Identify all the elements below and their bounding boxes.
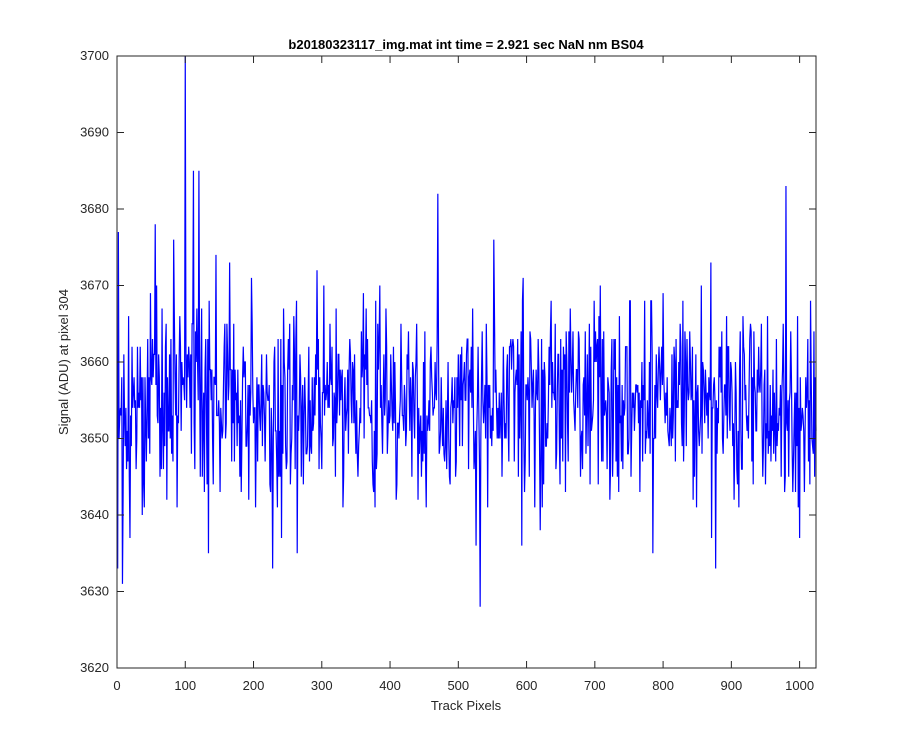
x-tick-label: 400 (379, 678, 401, 693)
ticks-layer: 0 100 200 300 400 500 600 700 800 900 1000 3620 3630… (80, 48, 816, 693)
x-axis-label: Track Pixels (431, 698, 502, 713)
y-tick-label: 3630 (80, 584, 109, 599)
x-tick-label: 1000 (785, 678, 814, 693)
x-tick-label: 200 (243, 678, 265, 693)
x-tick-label: 100 (174, 678, 196, 693)
y-axis-label: Signal (ADU) at pixel 304 (56, 289, 71, 435)
x-tick-label: 0 (113, 678, 120, 693)
y-tick-label: 3670 (80, 278, 109, 293)
y-tick-label: 3690 (80, 125, 109, 140)
y-tick-label: 3660 (80, 354, 109, 369)
x-tick-label: 900 (721, 678, 743, 693)
series-layer (117, 55, 817, 607)
y-tick-label: 3680 (80, 201, 109, 216)
chart-title: b20180323117_img.mat int time = 2.921 se… (288, 37, 644, 52)
x-tick-label: 300 (311, 678, 333, 693)
y-tick-label: 3640 (80, 507, 109, 522)
y-tick-label: 3650 (80, 431, 109, 446)
signal-series-line (117, 55, 817, 607)
x-tick-label: 800 (652, 678, 674, 693)
y-tick-label: 3700 (80, 48, 109, 63)
y-tick-label: 3620 (80, 660, 109, 675)
x-tick-label: 700 (584, 678, 606, 693)
x-tick-label: 600 (516, 678, 538, 693)
x-tick-label: 500 (447, 678, 469, 693)
